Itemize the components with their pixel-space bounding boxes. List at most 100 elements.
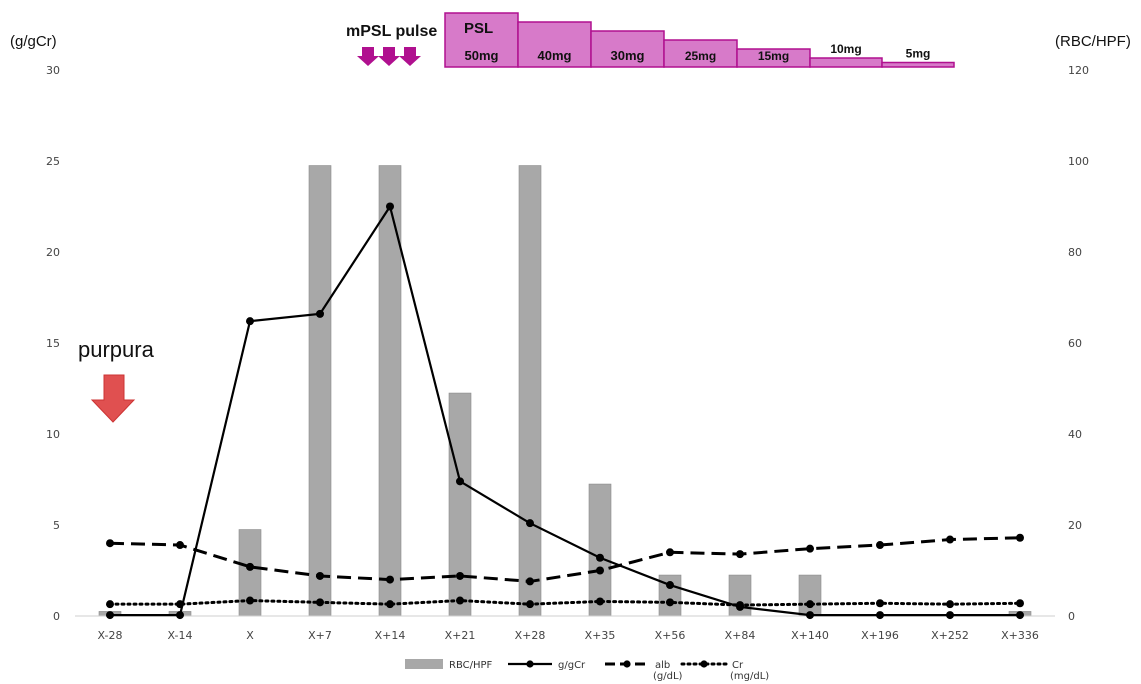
point-Cr-X+14 — [386, 600, 394, 609]
x-tick-X+7: X+7 — [308, 629, 332, 642]
legend-rbc-swatch — [405, 659, 443, 669]
x-tick-X+21: X+21 — [445, 629, 476, 642]
legend-Cr-label: Cr — [732, 660, 744, 671]
legend-Cr-marker — [700, 660, 708, 668]
tick-labels: 0 5 10 15 20 25 30 0 20 40 60 80 100 120 X-28 X-14 X X+7 X… — [46, 64, 1089, 642]
x-tick-X+140: X+140 — [791, 629, 829, 642]
x-tick-X+84: X+84 — [725, 629, 756, 642]
point-alb-X+84 — [736, 550, 744, 559]
bar-X+35 — [588, 483, 612, 617]
point-alb-X+56 — [666, 548, 674, 557]
psl-step — [809, 57, 883, 68]
legend-alb-marker — [623, 660, 631, 668]
x-tick-X+35: X+35 — [585, 629, 616, 642]
psl-dose-label: 30mg — [611, 48, 645, 63]
point-alb-X+336 — [1016, 533, 1024, 542]
y-left-label: (g/gCr) — [10, 33, 57, 50]
point-Cr-X+56 — [666, 598, 674, 607]
line-g/gCr — [110, 203, 1020, 617]
y-left-tick: 20 — [46, 246, 60, 259]
point-g/gCr-X-28 — [106, 611, 114, 620]
point-Cr-X — [246, 596, 254, 605]
legend-rbc-label: RBC/HPF — [449, 660, 493, 671]
point-g/gCr-X+7 — [316, 309, 324, 318]
x-tick-X+336: X+336 — [1001, 629, 1039, 642]
point-g/gCr-X+35 — [596, 553, 604, 562]
point-Cr-X+35 — [596, 597, 604, 606]
point-alb-X — [246, 562, 254, 571]
y-left-tick: 15 — [46, 337, 60, 350]
legend-alb-unit: (g/dL) — [653, 671, 683, 682]
point-alb-X+14 — [386, 575, 394, 584]
x-tick-X+252: X+252 — [931, 629, 969, 642]
y-left-tick: 30 — [46, 64, 60, 77]
point-alb-X+252 — [946, 535, 954, 544]
point-Cr-X-28 — [106, 600, 114, 609]
y-right-tick: 20 — [1068, 519, 1082, 532]
purpura-label: purpura — [78, 337, 155, 362]
legend-Cr-unit: (mg/dL) — [730, 671, 769, 682]
x-tick-X+196: X+196 — [861, 629, 899, 642]
bar-X+28 — [518, 165, 542, 617]
psl-dose-label: 15mg — [758, 49, 789, 63]
line-Cr — [108, 599, 1022, 607]
x-tick-X: X — [246, 629, 254, 642]
point-Cr-X+7 — [316, 598, 324, 607]
psl-dose-label: 50mg — [465, 48, 499, 63]
y-right-label: (RBC/HPF) — [1055, 33, 1131, 50]
purpura-arrow-icon — [90, 374, 136, 423]
mpsl-arrow-icon — [378, 47, 400, 66]
point-Cr-X+140 — [806, 600, 814, 609]
point-g/gCr-X+140 — [806, 611, 814, 620]
point-g/gCr-X+196 — [876, 611, 884, 620]
series-lines — [106, 202, 1024, 620]
point-g/gCr-X+336 — [1016, 611, 1024, 620]
mpsl-arrow-icon — [357, 47, 379, 66]
bar-X+7 — [308, 165, 332, 617]
point-g/gCr-X-14 — [176, 611, 184, 620]
annotations: purpura mPSL pulse — [78, 23, 437, 423]
x-tick-X+56: X+56 — [655, 629, 686, 642]
point-g/gCr-X+252 — [946, 611, 954, 620]
bar-X+21 — [448, 392, 472, 617]
point-alb-X-28 — [106, 539, 114, 548]
line-alb — [109, 536, 1021, 583]
point-g/gCr-X — [246, 317, 254, 326]
y-left-tick: 25 — [46, 155, 60, 168]
psl-step — [444, 12, 519, 68]
point-g/gCr-X+56 — [666, 581, 674, 590]
y-right-tick: 80 — [1068, 246, 1082, 259]
x-tick-X+28: X+28 — [515, 629, 546, 642]
point-alb-X+21 — [456, 571, 464, 580]
psl-step — [881, 61, 955, 68]
legend-g/gCr-label: g/gCr — [558, 660, 586, 671]
y-left-tick: 0 — [53, 610, 60, 623]
x-tick-X-14: X-14 — [168, 629, 193, 642]
y-left-tick: 5 — [53, 519, 60, 532]
psl-taper: 50mg 40mg 30mg 25mg 15mg 10mg 5mg PSL — [444, 12, 955, 68]
point-Cr-X+336 — [1016, 599, 1024, 608]
mpsl-arrow-icon — [399, 47, 421, 66]
mpsl-pulse-label: mPSL pulse — [346, 23, 437, 40]
y-right-tick: 60 — [1068, 337, 1082, 350]
y-right-tick: 120 — [1068, 64, 1089, 77]
y-right-tick: 100 — [1068, 155, 1089, 168]
x-tick-X-28: X-28 — [98, 629, 123, 642]
point-Cr-X+196 — [876, 599, 884, 608]
point-alb-X+28 — [526, 577, 534, 586]
point-alb-X-14 — [176, 541, 184, 550]
point-g/gCr-X+28 — [526, 519, 534, 528]
point-Cr-X-14 — [176, 600, 184, 609]
y-left-tick: 10 — [46, 428, 60, 441]
psl-label: PSL — [464, 20, 493, 37]
psl-step — [590, 30, 665, 68]
psl-dose-label: 10mg — [830, 42, 861, 56]
psl-dose-label: 40mg — [538, 48, 572, 63]
legend-g/gCr-marker — [526, 660, 534, 668]
point-alb-X+35 — [596, 566, 604, 575]
y-right-tick: 0 — [1068, 610, 1075, 623]
point-g/gCr-X+14 — [386, 202, 394, 211]
y-right-tick: 40 — [1068, 428, 1082, 441]
x-tick-X+14: X+14 — [375, 629, 406, 642]
